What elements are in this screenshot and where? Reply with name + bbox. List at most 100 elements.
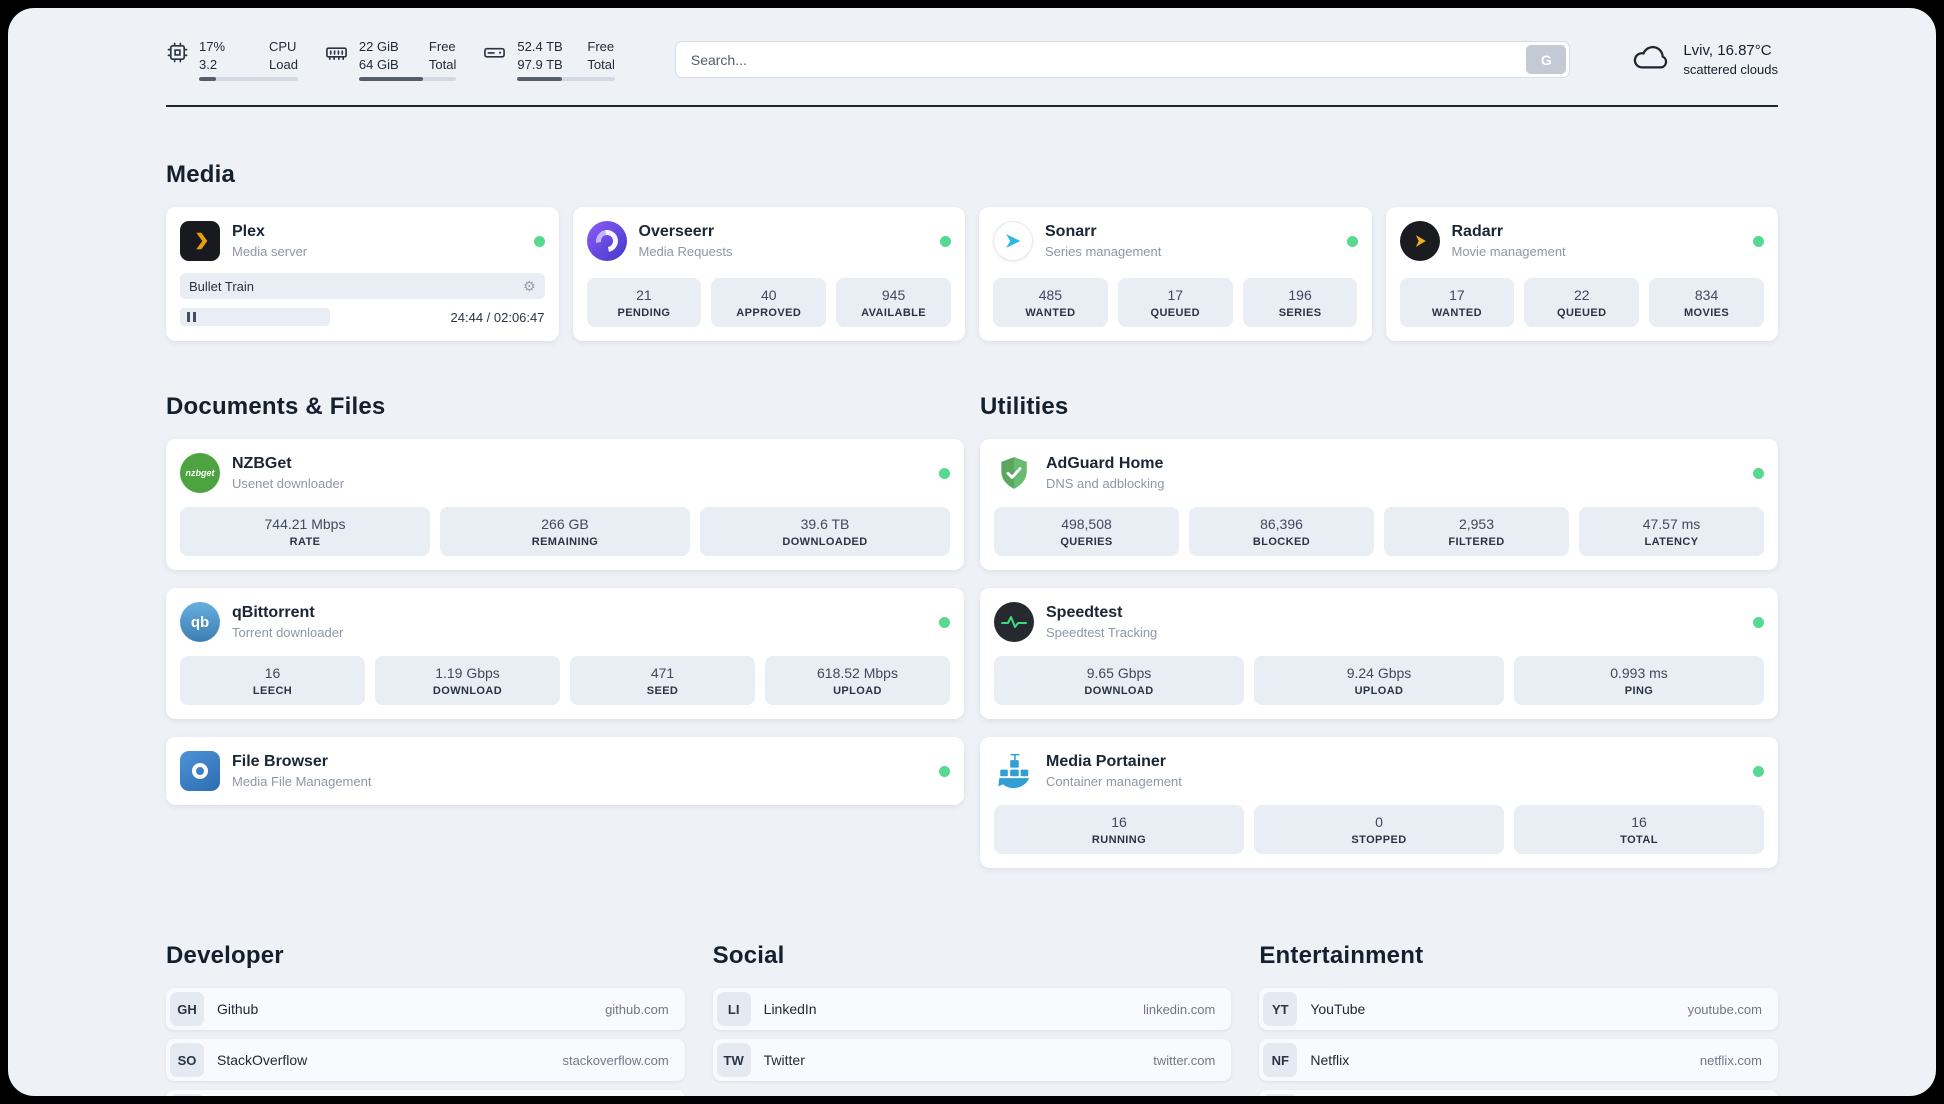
link-github[interactable]: GH Github github.com	[166, 988, 685, 1030]
now-playing-title: Bullet Train	[189, 278, 255, 294]
search-input[interactable]	[678, 51, 1527, 68]
link-twitter[interactable]: TW Twitter twitter.com	[712, 1039, 1232, 1081]
reddit-abbr-icon: RE	[1263, 1094, 1298, 1096]
stat-value: 16	[1111, 814, 1127, 830]
stat-label: TOTAL	[1620, 834, 1658, 846]
stat-label: DOWNLOAD	[432, 685, 503, 697]
service-card-overseerr[interactable]: Overseerr Media Requests 21 PENDING 40 A…	[572, 207, 965, 341]
link-netflix[interactable]: NF Netflix netflix.com	[1259, 1039, 1778, 1081]
stat-label: WANTED	[1431, 307, 1482, 319]
link-url: netflix.com	[1699, 1052, 1762, 1068]
stat-box: 16 RUNNING	[994, 805, 1244, 854]
stat-label: WANTED	[1025, 307, 1076, 319]
bookmark-groups: Developer GH Github github.com SO StackO…	[166, 942, 1778, 1096]
service-card-speedtest[interactable]: Speedtest Speedtest Tracking 9.65 Gbps D…	[980, 588, 1778, 719]
service-card-radarr[interactable]: Radarr Movie management 17 WANTED 22 QUE…	[1385, 207, 1778, 341]
status-dot	[1753, 467, 1764, 479]
nzbget-icon: nzbget	[180, 453, 220, 493]
service-subtitle: Movie management	[1451, 244, 1566, 259]
memory-icon	[324, 41, 349, 64]
link-youtube[interactable]: YT YouTube youtube.com	[1259, 988, 1778, 1030]
adguard-shield-icon	[994, 453, 1034, 493]
stats-row: 9.65 Gbps DOWNLOAD 9.24 Gbps UPLOAD 0.99…	[994, 656, 1764, 705]
stat-label: SEED	[646, 685, 679, 697]
service-card-qbittorrent[interactable]: qb qBittorrent Torrent downloader 16 LEE…	[166, 588, 964, 719]
memory-total-label: Total	[428, 57, 457, 72]
link-url: linkedin.com	[1143, 1001, 1216, 1017]
service-card-nzbget[interactable]: nzbget NZBGet Usenet downloader 744.21 M…	[166, 439, 964, 570]
link-name: LinkedIn	[763, 1001, 817, 1017]
stat-value: 21	[636, 287, 652, 303]
portainer-whale-icon	[994, 751, 1034, 791]
service-subtitle: Series management	[1045, 244, 1162, 259]
service-card-adguard[interactable]: AdGuard Home DNS and adblocking 498,508 …	[980, 439, 1778, 570]
storage-free-value: 52.4 TB	[517, 39, 563, 54]
netflix-abbr-icon: NF	[1263, 1043, 1298, 1077]
stat-label: PENDING	[617, 307, 671, 319]
stat-label: AVAILABLE	[861, 307, 927, 319]
status-dot	[939, 616, 950, 628]
hard-drive-icon	[482, 41, 507, 64]
pause-button[interactable]	[180, 308, 330, 326]
stat-value: 834	[1694, 287, 1719, 303]
link-group-entertainment: Entertainment YT YouTube youtube.com NF …	[1259, 942, 1778, 1096]
memory-free-label: Free	[428, 39, 456, 54]
stat-box: 485 WANTED	[993, 278, 1108, 327]
storage-total-label: Total	[587, 57, 615, 72]
service-card-filebrowser[interactable]: File Browser Media File Management	[166, 737, 964, 805]
link-dev[interactable]: DT DEV dev.to	[166, 1090, 685, 1096]
stat-label: BLOCKED	[1252, 536, 1311, 548]
github-abbr-icon: GH	[170, 992, 204, 1026]
stat-label: RATE	[289, 536, 321, 548]
stat-box: 86,396 BLOCKED	[1189, 507, 1374, 556]
linkedin-abbr-icon: LI	[716, 992, 751, 1026]
service-subtitle: Speedtest Tracking	[1046, 625, 1158, 640]
stat-value: 196	[1288, 287, 1312, 303]
link-linkedin[interactable]: LI LinkedIn linkedin.com	[712, 988, 1232, 1030]
header-divider	[166, 105, 1778, 107]
service-card-plex[interactable]: Plex Media server Bullet Train ⚙ 24:44 /…	[166, 207, 559, 341]
service-card-portainer[interactable]: Media Portainer Container management 16 …	[980, 737, 1778, 868]
weather-widget: Lviv, 16.87°C scattered clouds	[1630, 41, 1778, 79]
plex-icon	[180, 221, 220, 261]
stat-label: SERIES	[1278, 307, 1322, 319]
service-card-sonarr[interactable]: Sonarr Series management 485 WANTED 17 Q…	[979, 207, 1372, 341]
stat-label: UPLOAD	[1354, 685, 1404, 697]
service-subtitle: Media server	[232, 244, 308, 259]
service-name: File Browser	[232, 753, 329, 770]
stat-box: 2,953 FILTERED	[1384, 507, 1569, 556]
service-name: Radarr	[1451, 223, 1504, 240]
service-name: Sonarr	[1045, 223, 1097, 240]
section-title-utilities: Utilities	[980, 393, 1069, 420]
stat-value: 47.57 ms	[1642, 516, 1701, 532]
status-dot	[939, 467, 950, 479]
stat-box: 0.993 ms PING	[1514, 656, 1764, 705]
stat-box: 945 AVAILABLE	[836, 278, 951, 327]
gear-icon[interactable]: ⚙	[522, 277, 536, 294]
link-stackoverflow[interactable]: SO StackOverflow stackoverflow.com	[166, 1039, 685, 1081]
overseerr-icon	[586, 221, 627, 261]
link-group-social: Social LI LinkedIn linkedin.com TW Twitt…	[712, 942, 1232, 1096]
stat-box: 40 APPROVED	[711, 278, 827, 327]
cpu-stat-widget: 17% CPU 3.2 Load	[166, 38, 298, 81]
topbar: 17% CPU 3.2 Load 22	[166, 8, 1778, 81]
service-subtitle: Usenet downloader	[232, 476, 345, 491]
search-engine-button[interactable]: G	[1526, 45, 1567, 74]
stat-label: DOWNLOAD	[1084, 685, 1154, 697]
stat-value: 618.52 Mbps	[817, 665, 898, 681]
sonarr-icon	[993, 221, 1033, 261]
documents-column: Documents & Files nzbget NZBGet Usenet d…	[166, 393, 964, 886]
stat-box: 22 QUEUED	[1524, 278, 1640, 327]
link-reddit[interactable]: RE Reddit reddit.com	[1259, 1090, 1778, 1096]
link-name: Github	[217, 1001, 259, 1017]
status-dot	[1753, 616, 1764, 628]
service-subtitle: Torrent downloader	[232, 625, 344, 640]
radarr-icon	[1399, 221, 1440, 261]
stat-value: 40	[760, 287, 777, 303]
stat-box: 744.21 Mbps RATE	[180, 507, 430, 556]
link-url: stackoverflow.com	[562, 1052, 669, 1068]
stats-row: 498,508 QUERIES 86,396 BLOCKED 2,953 FIL…	[994, 507, 1764, 556]
twitter-abbr-icon: TW	[716, 1043, 751, 1077]
stat-label: QUEUED	[1557, 307, 1607, 319]
status-dot	[940, 235, 951, 247]
